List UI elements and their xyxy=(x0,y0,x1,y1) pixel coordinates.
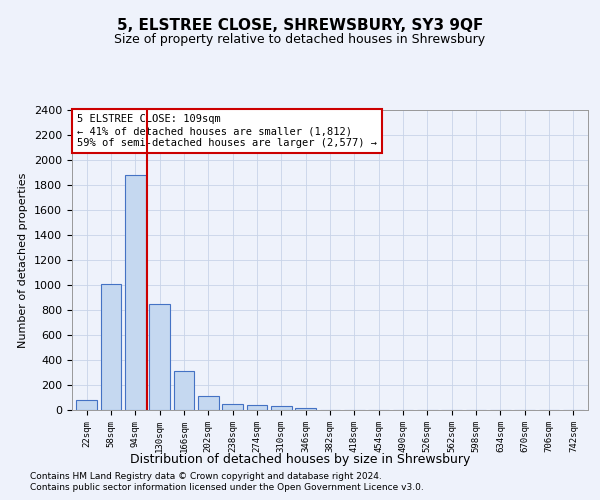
Bar xyxy=(76,400,97,410)
Text: Size of property relative to detached houses in Shrewsbury: Size of property relative to detached ho… xyxy=(115,32,485,46)
Y-axis label: Number of detached properties: Number of detached properties xyxy=(19,172,28,348)
Bar xyxy=(295,408,316,410)
Bar xyxy=(198,396,218,410)
Text: 5, ELSTREE CLOSE, SHREWSBURY, SY3 9QF: 5, ELSTREE CLOSE, SHREWSBURY, SY3 9QF xyxy=(117,18,483,32)
Text: Distribution of detached houses by size in Shrewsbury: Distribution of detached houses by size … xyxy=(130,452,470,466)
Bar xyxy=(125,175,146,410)
Bar xyxy=(149,304,170,410)
Text: 5 ELSTREE CLOSE: 109sqm
← 41% of detached houses are smaller (1,812)
59% of semi: 5 ELSTREE CLOSE: 109sqm ← 41% of detache… xyxy=(77,114,377,148)
Text: Contains HM Land Registry data © Crown copyright and database right 2024.: Contains HM Land Registry data © Crown c… xyxy=(30,472,382,481)
Bar xyxy=(101,284,121,410)
Bar xyxy=(271,406,292,410)
Bar xyxy=(173,371,194,410)
Bar xyxy=(222,404,243,410)
Text: Contains public sector information licensed under the Open Government Licence v3: Contains public sector information licen… xyxy=(30,483,424,492)
Bar xyxy=(247,405,268,410)
